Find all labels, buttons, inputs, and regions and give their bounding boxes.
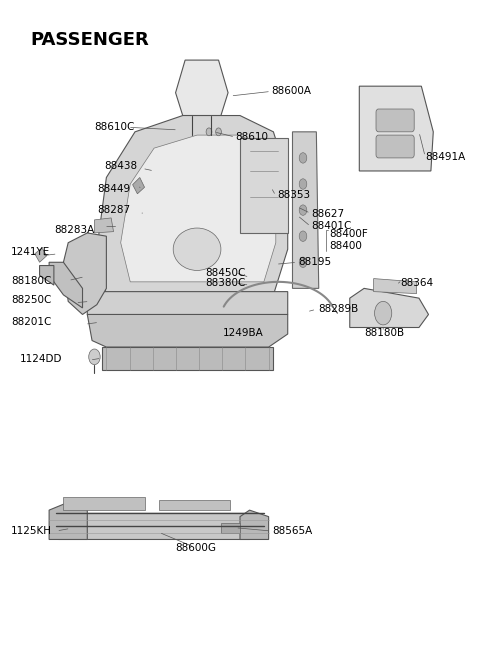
Polygon shape: [221, 523, 240, 533]
Text: 88364: 88364: [400, 278, 433, 288]
Circle shape: [216, 128, 221, 136]
Text: 88250C: 88250C: [11, 295, 51, 305]
Text: 1241YE: 1241YE: [11, 248, 50, 257]
Text: 88180C: 88180C: [11, 276, 51, 286]
Circle shape: [206, 128, 212, 136]
Text: 88400: 88400: [330, 241, 362, 251]
Polygon shape: [49, 500, 87, 540]
Polygon shape: [102, 347, 274, 370]
Polygon shape: [87, 291, 288, 328]
Text: 88627: 88627: [312, 209, 345, 219]
Polygon shape: [49, 262, 83, 308]
Polygon shape: [360, 86, 433, 171]
Polygon shape: [240, 510, 269, 540]
Text: 1125KH: 1125KH: [11, 526, 52, 536]
Polygon shape: [159, 500, 230, 510]
Polygon shape: [373, 278, 417, 293]
Text: 88283A: 88283A: [54, 225, 94, 234]
Text: 88287: 88287: [97, 205, 130, 215]
Circle shape: [374, 301, 392, 325]
Polygon shape: [35, 248, 47, 262]
Polygon shape: [63, 497, 144, 510]
Polygon shape: [292, 132, 319, 288]
Polygon shape: [350, 288, 429, 328]
Text: 88491A: 88491A: [425, 151, 466, 162]
Circle shape: [299, 153, 307, 163]
Text: PASSENGER: PASSENGER: [30, 31, 149, 48]
Polygon shape: [97, 115, 288, 295]
Polygon shape: [240, 138, 288, 233]
FancyBboxPatch shape: [376, 135, 414, 158]
Text: 88600G: 88600G: [176, 543, 216, 553]
Text: 88600A: 88600A: [271, 86, 311, 96]
Polygon shape: [95, 218, 114, 233]
Circle shape: [299, 179, 307, 189]
Text: 88195: 88195: [298, 257, 331, 267]
Polygon shape: [132, 178, 144, 194]
Text: 88353: 88353: [277, 190, 311, 200]
Polygon shape: [39, 265, 54, 285]
Text: 88449: 88449: [97, 184, 130, 195]
Text: 88401C: 88401C: [312, 221, 352, 231]
Circle shape: [299, 257, 307, 267]
Polygon shape: [120, 135, 276, 282]
Circle shape: [299, 205, 307, 215]
Text: 88565A: 88565A: [273, 526, 312, 536]
Text: 88380C: 88380C: [205, 278, 246, 288]
Text: 88438: 88438: [104, 160, 137, 171]
Text: 88289B: 88289B: [318, 304, 358, 314]
Text: 1124DD: 1124DD: [20, 354, 62, 364]
Text: 88180B: 88180B: [364, 328, 404, 338]
Polygon shape: [176, 60, 228, 115]
Text: 1249BA: 1249BA: [223, 328, 264, 338]
Text: 88201C: 88201C: [11, 317, 51, 328]
Text: 88450C: 88450C: [205, 268, 246, 278]
FancyBboxPatch shape: [376, 109, 414, 132]
Text: 88610C: 88610C: [95, 122, 135, 132]
Circle shape: [299, 231, 307, 242]
Circle shape: [89, 349, 100, 365]
Text: 88610: 88610: [235, 132, 268, 142]
Text: 88400F: 88400F: [330, 229, 369, 239]
Polygon shape: [87, 314, 288, 347]
Ellipse shape: [173, 228, 221, 271]
Polygon shape: [63, 233, 107, 314]
Polygon shape: [59, 514, 264, 540]
